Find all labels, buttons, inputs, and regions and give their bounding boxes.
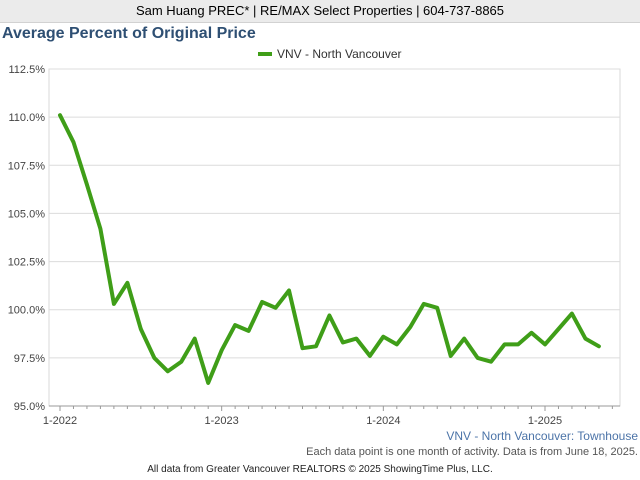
series-line bbox=[58, 113, 601, 385]
y-tick-label: 107.5% bbox=[8, 160, 46, 172]
data-point bbox=[449, 354, 453, 358]
data-point bbox=[435, 306, 439, 310]
chart-title: Average Percent of Original Price bbox=[2, 25, 256, 42]
y-tick-label: 95.0% bbox=[14, 401, 45, 413]
x-tick-label: 1-2022 bbox=[43, 415, 77, 427]
y-tick-label: 97.5% bbox=[14, 353, 45, 365]
data-point bbox=[314, 344, 318, 348]
data-point bbox=[489, 360, 493, 364]
y-tick-label: 110.0% bbox=[9, 112, 46, 124]
data-note: Each data point is one month of activity… bbox=[306, 446, 638, 458]
data-point bbox=[570, 311, 574, 316]
data-point bbox=[476, 356, 480, 360]
data-point bbox=[462, 337, 466, 341]
data-point bbox=[71, 140, 76, 144]
data-point bbox=[327, 313, 332, 318]
data-point bbox=[354, 337, 358, 341]
data-point bbox=[529, 331, 534, 335]
data-point bbox=[368, 354, 372, 358]
data-point bbox=[502, 342, 507, 346]
data-point bbox=[422, 302, 426, 306]
data-point bbox=[516, 342, 520, 346]
data-point bbox=[58, 113, 62, 117]
data-credit: All data from Greater Vancouver REALTORS… bbox=[147, 464, 493, 475]
agent-header-bar: Sam Huang PREC* | RE/MAX Select Properti… bbox=[0, 0, 640, 23]
x-tick-label: 1-2024 bbox=[366, 415, 400, 427]
data-point bbox=[287, 288, 291, 293]
agent-contact-text: Sam Huang PREC* | RE/MAX Select Properti… bbox=[135, 3, 505, 18]
data-point bbox=[112, 302, 116, 306]
data-point bbox=[543, 342, 547, 346]
data-point bbox=[98, 227, 103, 231]
data-point bbox=[193, 337, 197, 341]
x-tick-label: 1-2025 bbox=[528, 415, 562, 427]
data-point bbox=[220, 348, 224, 352]
x-tick-label: 1-2023 bbox=[205, 415, 239, 427]
y-tick-label: 102.5% bbox=[8, 257, 46, 269]
y-tick-label: 100.0% bbox=[8, 305, 46, 317]
data-point bbox=[556, 327, 561, 331]
y-tick-label: 105.0% bbox=[8, 208, 46, 220]
data-point bbox=[206, 381, 210, 385]
data-point bbox=[597, 344, 601, 348]
plot-frame bbox=[48, 68, 621, 407]
legend-label: VNV - North Vancouver bbox=[277, 47, 402, 61]
data-point bbox=[139, 327, 143, 331]
y-tick-label: 112.5% bbox=[9, 64, 46, 76]
data-point bbox=[408, 325, 412, 329]
data-point bbox=[341, 340, 345, 345]
data-point bbox=[166, 369, 170, 373]
data-point bbox=[179, 360, 183, 364]
data-point bbox=[152, 356, 156, 360]
data-point bbox=[583, 337, 588, 341]
data-point bbox=[260, 300, 264, 304]
data-point bbox=[395, 342, 399, 346]
series-caption: VNV - North Vancouver: Townhouse bbox=[446, 429, 638, 443]
data-point bbox=[273, 306, 278, 310]
data-point bbox=[300, 346, 305, 350]
data-point bbox=[381, 335, 385, 339]
data-point bbox=[125, 281, 129, 285]
data-point bbox=[233, 323, 237, 327]
data-point bbox=[85, 182, 89, 187]
data-point bbox=[247, 329, 251, 333]
